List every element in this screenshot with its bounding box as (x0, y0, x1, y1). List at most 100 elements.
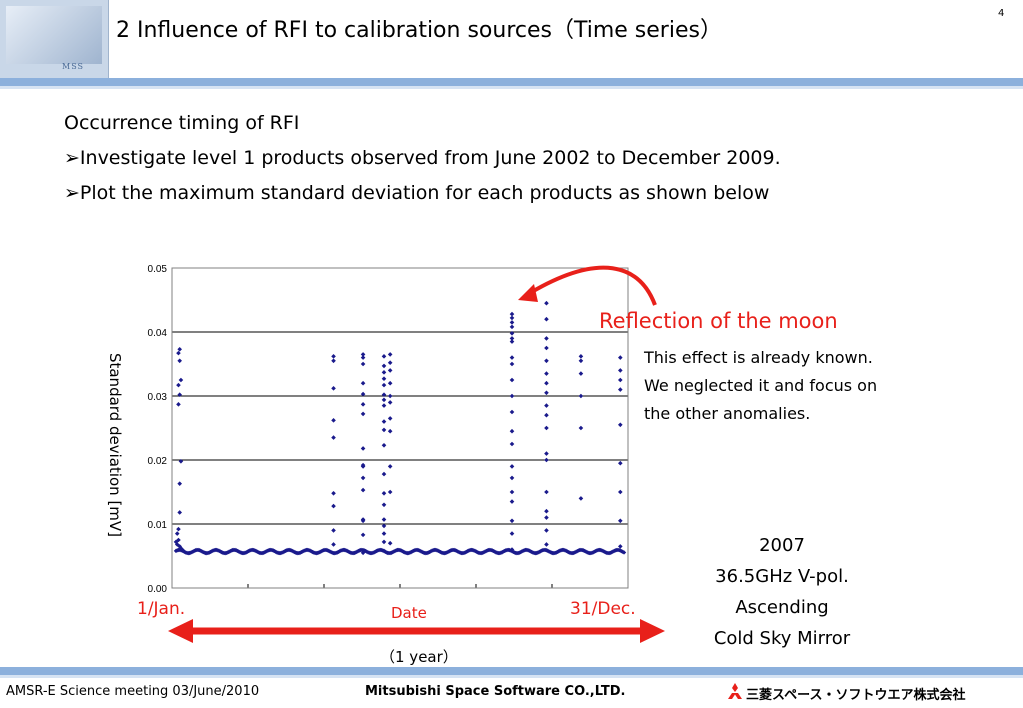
data-point (331, 386, 336, 391)
data-point (331, 354, 336, 359)
data-point (387, 400, 393, 405)
data-point (509, 315, 515, 321)
plot-area-frame (171, 267, 629, 589)
x-axis-ticks (172, 584, 628, 589)
data-point (509, 441, 515, 447)
data-point (387, 464, 393, 469)
mitsubishi-mark-icon (728, 683, 742, 699)
data-point (544, 403, 549, 408)
data-point (509, 409, 515, 415)
data-point (381, 502, 387, 508)
data-point (509, 428, 515, 434)
data-point (176, 526, 181, 532)
data-point (544, 425, 549, 431)
data-point (618, 544, 623, 549)
data-point (381, 471, 387, 477)
data-point (578, 496, 584, 501)
data-point (509, 547, 515, 552)
data-point (544, 528, 549, 533)
year-span-label: （1 year） (374, 646, 464, 667)
data-point (331, 490, 336, 496)
data-point (509, 475, 515, 481)
footer-divider-light (0, 675, 1023, 678)
data-point (360, 380, 366, 386)
data-point (177, 358, 182, 364)
data-point (544, 358, 549, 364)
data-point (331, 528, 336, 533)
data-point (618, 387, 623, 392)
x-axis-end-label: 31/Dec. (570, 599, 636, 619)
info-frequency: 36.5GHz V-pol. (715, 566, 849, 587)
data-point (360, 487, 366, 493)
data-point (381, 539, 387, 545)
data-point (381, 392, 387, 398)
data-point (360, 532, 366, 538)
data-point (381, 354, 387, 359)
data-point (509, 355, 515, 360)
x-axis-label: Date (391, 604, 427, 622)
data-point (509, 499, 515, 504)
data-point (618, 355, 623, 360)
data-point (178, 377, 184, 383)
data-point (360, 391, 366, 397)
data-point (544, 515, 549, 520)
data-points (173, 300, 627, 556)
data-point (544, 390, 549, 396)
bullet-investigate: ➢Investigate level 1 products observed f… (64, 147, 781, 169)
data-point (544, 412, 549, 418)
year-arrow-left-head (168, 619, 193, 643)
data-point (387, 540, 393, 546)
y-tick-label: 0.04 (148, 328, 168, 339)
data-point (509, 330, 515, 336)
footer-company: Mitsubishi Space Software CO.,LTD. (365, 684, 626, 699)
data-point (509, 336, 515, 341)
data-point (181, 548, 186, 554)
data-point (509, 339, 515, 344)
data-point (544, 508, 549, 514)
data-point (618, 460, 623, 466)
data-point (387, 489, 393, 495)
logo-text: MSS (62, 62, 85, 71)
data-point (544, 489, 549, 495)
data-point (331, 503, 336, 509)
data-point (360, 446, 366, 451)
data-point (381, 531, 387, 536)
data-point (331, 418, 336, 423)
info-direction: Ascending (735, 597, 829, 618)
data-point (381, 363, 387, 369)
data-point (331, 542, 336, 547)
data-point (618, 368, 623, 373)
data-point (578, 393, 584, 399)
note-line-1: This effect is already known. (644, 348, 873, 367)
data-point (176, 382, 181, 388)
data-point (360, 462, 366, 468)
header-divider (0, 78, 1023, 86)
data-point (618, 518, 623, 524)
data-point (509, 320, 515, 325)
data-point (387, 416, 393, 421)
slide-title: 2 Influence of RFI to calibration source… (116, 18, 722, 43)
data-point (177, 392, 182, 398)
data-point (360, 475, 366, 481)
x-axis-start-label: 1/Jan. (137, 599, 186, 619)
data-point (177, 510, 182, 515)
data-point (578, 425, 584, 431)
data-point (387, 393, 393, 399)
data-point (331, 435, 336, 440)
data-point (381, 490, 387, 496)
y-tick-label: 0.01 (148, 520, 168, 531)
y-tick-label: 0.05 (148, 264, 168, 275)
data-point (360, 411, 366, 417)
data-point (544, 371, 549, 376)
data-point (177, 481, 182, 486)
data-point (578, 354, 584, 359)
intro-heading: Occurrence timing of RFI (64, 112, 300, 134)
data-point (387, 360, 393, 366)
chart-grid (172, 331, 628, 525)
moon-reflection-label: Reflection of the moon (599, 309, 838, 333)
data-point (381, 403, 387, 408)
data-point (618, 377, 623, 383)
data-point (176, 537, 181, 543)
data-point (509, 464, 515, 469)
y-tick-label: 0.00 (148, 584, 168, 595)
